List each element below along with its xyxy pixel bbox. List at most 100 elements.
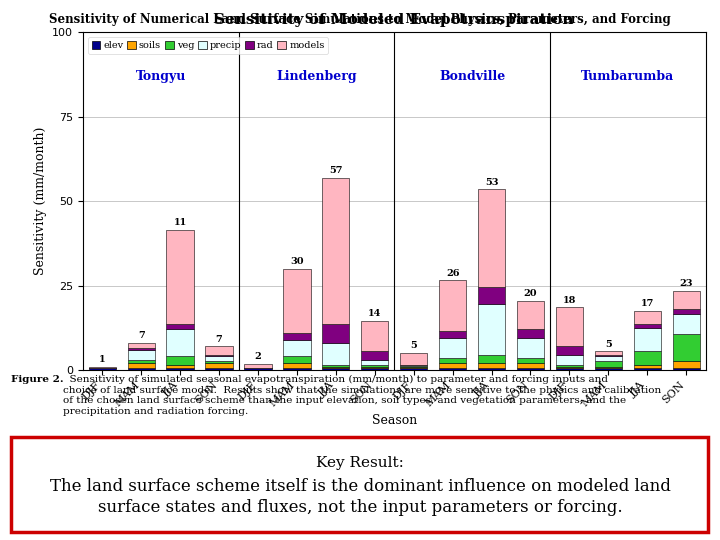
Text: The land surface scheme itself is the dominant influence on modeled land: The land surface scheme itself is the do… (50, 478, 670, 495)
Bar (127, 348, 155, 350)
Bar (322, 367, 349, 368)
Bar (595, 368, 622, 370)
Bar (283, 368, 310, 370)
Bar (361, 321, 388, 352)
Text: 5: 5 (410, 341, 417, 350)
Bar (672, 361, 700, 368)
Text: 26: 26 (446, 269, 459, 278)
Text: Tumbarumba: Tumbarumba (581, 70, 675, 83)
Bar (205, 346, 233, 355)
Text: 20: 20 (523, 289, 537, 298)
Text: 11: 11 (174, 218, 186, 227)
Bar (478, 368, 505, 370)
Bar (244, 364, 271, 368)
Bar (89, 368, 116, 370)
Bar (361, 365, 388, 367)
Text: Sensitivity of Numerical Land Surface Simulations to Model Physics, Parameters, : Sensitivity of Numerical Land Surface Si… (49, 14, 671, 26)
Text: 30: 30 (290, 257, 304, 266)
Text: 2: 2 (255, 352, 261, 361)
Bar (672, 334, 700, 361)
Bar (127, 360, 155, 363)
Text: 18: 18 (562, 296, 576, 305)
Text: 7: 7 (216, 335, 222, 343)
Bar (322, 368, 349, 370)
Bar (283, 363, 310, 368)
Bar (556, 365, 583, 367)
Legend: elev, soils, veg, precip, rad, models: elev, soils, veg, precip, rad, models (88, 37, 328, 54)
Bar (517, 358, 544, 363)
Title: Sensitivity of Modeled Evapotranspiration: Sensitivity of Modeled Evapotranspiratio… (215, 13, 574, 27)
Bar (595, 361, 622, 367)
Bar (322, 343, 349, 365)
Bar (556, 307, 583, 346)
Bar (283, 340, 310, 356)
Bar (361, 368, 388, 370)
Bar (439, 358, 467, 363)
Y-axis label: Sensitivity (mm/month): Sensitivity (mm/month) (34, 127, 47, 275)
Bar (556, 346, 583, 355)
Bar (166, 230, 194, 325)
Bar (439, 363, 467, 368)
Text: 17: 17 (641, 299, 654, 308)
Bar (634, 311, 661, 325)
Bar (322, 365, 349, 367)
Bar (361, 360, 388, 365)
Text: 53: 53 (485, 178, 498, 187)
Bar (166, 365, 194, 368)
Bar (556, 355, 583, 365)
Text: Tongyu: Tongyu (135, 70, 186, 83)
Bar (205, 356, 233, 361)
Bar (400, 367, 427, 368)
Bar (478, 190, 505, 287)
Bar (439, 331, 467, 338)
Bar (166, 368, 194, 370)
Bar (634, 368, 661, 370)
Bar (439, 338, 467, 358)
X-axis label: Season: Season (372, 414, 417, 427)
Bar (517, 368, 544, 370)
Bar (400, 368, 427, 370)
Bar (283, 356, 310, 363)
Bar (400, 365, 427, 366)
Text: Key Result:: Key Result: (316, 456, 404, 470)
Bar (556, 368, 583, 370)
Bar (634, 365, 661, 368)
Bar (127, 350, 155, 360)
Text: 57: 57 (329, 166, 343, 175)
Bar (89, 367, 116, 368)
Bar (517, 338, 544, 358)
Text: Figure 2.: Figure 2. (11, 375, 63, 384)
Text: 1: 1 (99, 355, 106, 364)
Bar (517, 301, 544, 329)
Bar (672, 309, 700, 314)
Bar (127, 343, 155, 348)
Bar (672, 291, 700, 309)
Bar (478, 304, 505, 355)
Bar (283, 333, 310, 340)
Bar (361, 352, 388, 360)
Bar (244, 368, 271, 370)
Bar (400, 366, 427, 367)
Text: 7: 7 (138, 331, 145, 340)
Bar (634, 328, 661, 352)
Bar (439, 280, 467, 331)
Bar (517, 363, 544, 368)
Text: Bondville: Bondville (439, 70, 505, 83)
Bar (400, 353, 427, 365)
Bar (556, 367, 583, 368)
Text: surface states and fluxes, not the input parameters or forcing.: surface states and fluxes, not the input… (98, 500, 622, 516)
Text: Sensitivity of simulated seasonal evapotranspiration (mm/month) to parameter and: Sensitivity of simulated seasonal evapot… (63, 375, 661, 416)
Bar (205, 363, 233, 368)
Bar (127, 363, 155, 368)
Bar (205, 361, 233, 363)
Bar (205, 355, 233, 356)
Bar (478, 355, 505, 363)
Bar (517, 329, 544, 338)
Bar (166, 325, 194, 329)
Bar (595, 352, 622, 355)
Bar (205, 368, 233, 370)
Bar (634, 325, 661, 328)
Bar (672, 314, 700, 334)
Bar (166, 356, 194, 365)
Bar (283, 268, 310, 333)
